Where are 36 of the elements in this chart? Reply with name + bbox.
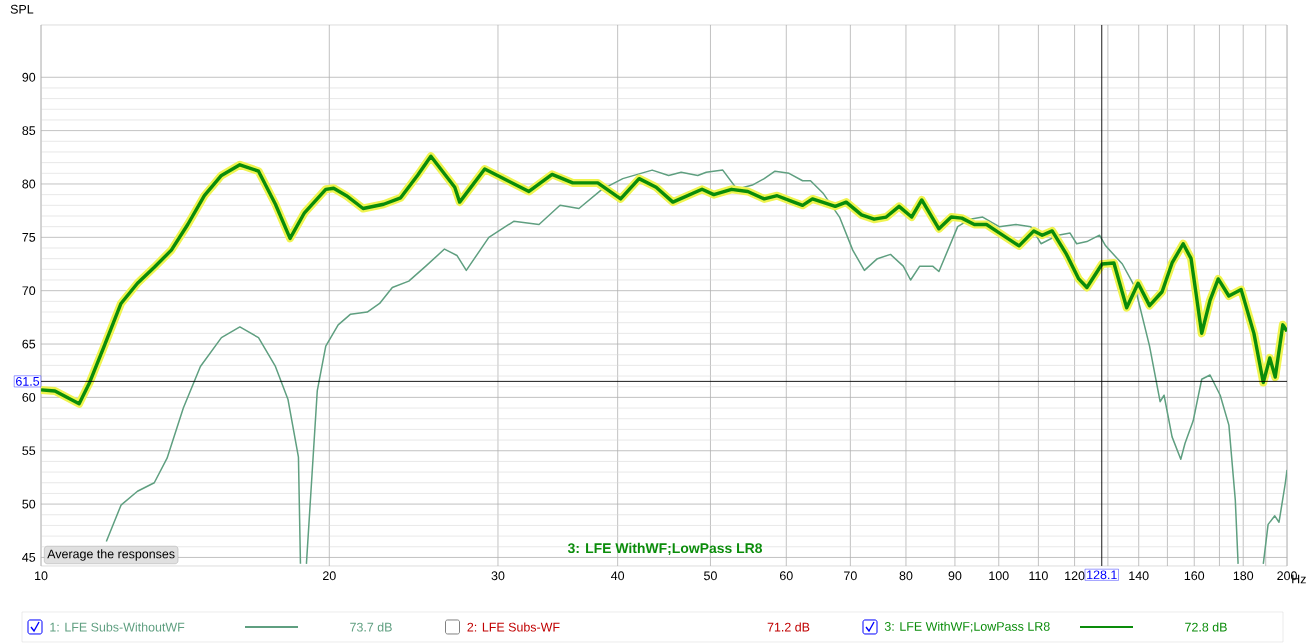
x-tick-label: 110 [1029, 571, 1048, 581]
x-tick-label: 80 [899, 571, 913, 581]
text: 71.2 dB [767, 622, 810, 632]
y-tick-label: 55 [22, 446, 36, 456]
text: 72.8 dB [1185, 622, 1227, 632]
x-tick-label: 90 [948, 571, 962, 581]
ref-line-label: 61.5 [16, 376, 40, 386]
x-tick-label: 40 [611, 571, 625, 581]
y-tick-label: 85 [22, 126, 36, 136]
x-tick-label: 120 [1065, 571, 1085, 581]
x-tick-label: 100 [989, 571, 1009, 581]
x-tick-label: 70 [844, 571, 857, 581]
x-tick-label: 20 [323, 571, 336, 581]
x-tick-label: 160 [1184, 571, 1205, 581]
text: 1: LFE Subs-WithoutWF [50, 622, 185, 632]
y-tick-label: 60 [22, 392, 36, 402]
text: 3: LFE WithWF;LowPass LR8 [884, 621, 1050, 633]
y-tick-label: 50 [22, 499, 36, 509]
text: 73.7 dB [350, 622, 392, 632]
y-tick-label: 90 [22, 72, 36, 82]
annotation: Average the responses [47, 549, 175, 561]
y-tick-label: 70 [22, 286, 36, 296]
y-tick-label: 65 [22, 339, 36, 349]
y-tick-label: 45 [22, 553, 36, 562]
x-tick-label: 10 [35, 571, 48, 581]
y-axis-title: SPL [10, 4, 34, 14]
x-tick-label: 30 [491, 571, 505, 581]
annotation: 3: LFE WithWF;LowPass LR8 [567, 542, 763, 556]
x-tick-label: 140 [1129, 571, 1149, 581]
x-tick-label: 180 [1233, 571, 1254, 581]
x-tick-label: 50 [704, 571, 717, 581]
x-tick-label: 60 [779, 571, 793, 581]
y-tick-label: 75 [22, 232, 36, 242]
text: 2: LFE Subs-WF [467, 622, 560, 632]
ref-line-label: 128.1 [1087, 570, 1117, 580]
y-tick-label: 80 [22, 179, 36, 189]
